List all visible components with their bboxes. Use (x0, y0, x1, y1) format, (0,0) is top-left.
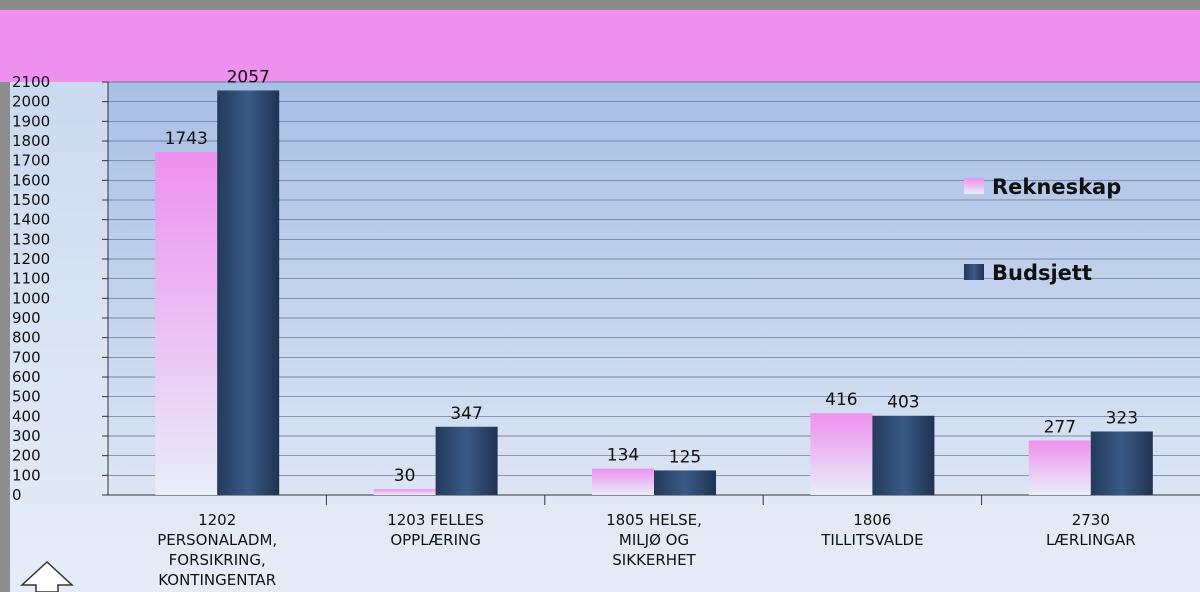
y-tick-label: 1600 (12, 171, 50, 189)
category-label: PERSONALADM, (157, 531, 277, 549)
y-tick-label: 200 (12, 447, 41, 465)
y-tick-label: 300 (12, 427, 41, 445)
y-tick-label: 1500 (12, 191, 50, 209)
category-label: 1202 (198, 511, 236, 529)
category-label: KONTINGENTAR (158, 571, 276, 589)
legend-label-rekneskap: Rekneskap (992, 175, 1121, 199)
y-tick-label: 2000 (12, 93, 50, 111)
left-frame-band (0, 82, 10, 592)
y-tick-label: 100 (12, 466, 41, 484)
grid-lines (108, 81, 1200, 496)
y-tick-label: 800 (12, 329, 41, 347)
plot-area (108, 82, 1200, 495)
category-label: 1203 FELLES (387, 511, 484, 529)
category-labels: 1202 PERSONALADM, FORSIKRING, KONTINGENTAR 1… (157, 511, 1135, 589)
y-tick-label: 0 (12, 486, 22, 504)
legend-label-budsjett: Budsjett (992, 261, 1092, 285)
y-tick-label: 1000 (12, 289, 50, 307)
data-label: 403 (887, 393, 919, 413)
bars (155, 90, 1153, 495)
bar-budsjett-3 (872, 415, 935, 495)
y-tick-label: 1400 (12, 211, 50, 229)
y-tick-label: 1200 (12, 250, 50, 268)
category-label: 1806 (853, 511, 891, 529)
y-tick-label: 400 (12, 407, 41, 425)
bar-budsjett-1 (435, 426, 498, 495)
y-tick-label: 2100 (12, 73, 50, 91)
data-label: 347 (450, 404, 482, 424)
data-label: 134 (607, 446, 639, 466)
up-arrow-icon (20, 560, 74, 592)
bar-rekneskap-4 (1028, 440, 1091, 495)
y-tick-label: 700 (12, 348, 41, 366)
category-label: MILJØ OG (619, 531, 689, 549)
y-tick-label: 500 (12, 388, 41, 406)
data-label: 30 (394, 466, 416, 486)
bar-rekneskap-3 (810, 413, 873, 495)
y-tick-label: 1800 (12, 132, 50, 150)
data-label: 125 (669, 447, 701, 467)
legend-swatch-budsjett (964, 264, 984, 280)
y-tick-label: 1900 (12, 112, 50, 130)
header-band (0, 0, 1200, 82)
category-label: OPPLÆRING (390, 531, 481, 549)
category-label: 2730 (1072, 511, 1110, 529)
bar-budsjett-4 (1090, 431, 1153, 495)
y-tick-label: 600 (12, 368, 41, 386)
bar-rekneskap-0 (155, 152, 218, 495)
category-label: 1805 HELSE, (606, 511, 702, 529)
data-label: 2057 (227, 67, 270, 87)
bar-rekneskap-1 (373, 489, 436, 495)
bar-budsjett-0 (217, 90, 280, 495)
bar-budsjett-2 (654, 470, 716, 495)
category-label: LÆRLINGAR (1046, 531, 1136, 549)
legend-swatch-rekneskap (964, 178, 984, 194)
y-tick-label: 1300 (12, 230, 50, 248)
legend: Rekneskap Budsjett (964, 175, 1121, 285)
category-label: FORSIKRING, (169, 551, 266, 569)
data-label: 1743 (165, 129, 208, 149)
data-label: 323 (1106, 408, 1138, 428)
data-labels: 1743 30 134 416 277 2057 347 125 403 323 (165, 67, 1138, 486)
category-label: SIKKERHET (612, 551, 696, 569)
category-label: TILLITSVALDE (820, 531, 923, 549)
data-label: 277 (1044, 418, 1076, 438)
y-tick-label: 900 (12, 309, 41, 327)
y-tick-label: 1700 (12, 152, 50, 170)
bar-rekneskap-2 (592, 468, 654, 495)
data-label: 416 (825, 390, 857, 410)
y-tick-label: 1100 (12, 270, 50, 288)
